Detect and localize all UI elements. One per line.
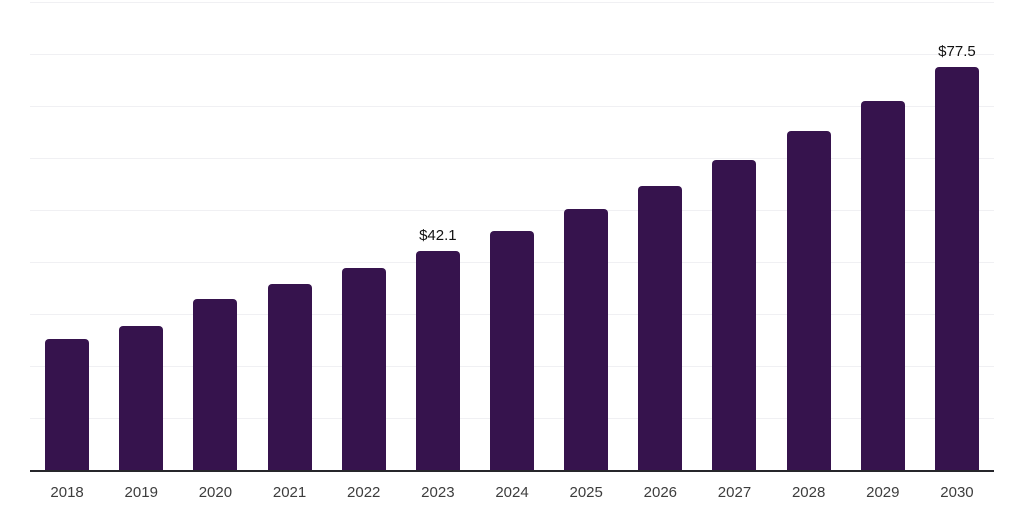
x-tick-label-2020: 2020 [198,484,233,501]
bar-2021 [267,284,312,470]
x-tick-label-2021: 2021 [272,484,307,501]
x-tick-label-2019: 2019 [124,484,158,501]
bar-2025 [564,209,609,470]
bar-2019 [119,325,164,470]
x-tick-label-2024: 2024 [495,484,529,501]
bar-2030 [934,67,979,470]
bar-slot-2025 [549,2,623,470]
bar-slot-2029 [846,2,920,470]
bar-2027 [712,159,757,470]
bar-slot-2020 [178,2,252,470]
bar-2026 [638,185,683,470]
data-label-2023: $42.1 [419,227,457,245]
bar-2029 [860,100,905,470]
gridline-80 [30,54,994,55]
x-axis-line [30,470,994,472]
bar-2028 [786,131,831,470]
x-tick-label-2025: 2025 [569,484,603,501]
bar-2023 [415,251,460,470]
bar-slot-2027 [697,2,771,470]
bar-slot-2023: $42.1 [401,2,475,470]
x-axis-tick-labels: 2018 2019 2020 2021 2022 2023 2024 2025 2026 2027… [30,485,994,500]
bar-slot-2026 [623,2,697,470]
bar-slot-2021 [252,2,326,470]
gridline-90 [30,2,994,3]
x-tick-label-2030: 2030 [940,484,974,501]
gridline-70 [30,106,994,107]
gridline-50 [30,210,994,211]
x-tick-label-2029: 2029 [866,484,900,501]
bars-layer: $42.1 $77.5 [30,2,994,470]
bar-2020 [193,299,238,470]
bar-slot-2018 [30,2,104,470]
bar-slot-2024 [475,2,549,470]
x-tick-label-2028: 2028 [791,484,826,501]
bar-2018 [45,339,90,470]
x-tick-label-2026: 2026 [643,484,678,501]
data-label-2030: $77.5 [938,43,976,60]
bar-2024 [490,231,535,470]
bar-slot-2019 [104,2,178,470]
gridline-60 [30,158,994,159]
x-tick-label-2023: 2023 [421,484,455,501]
bar-slot-2022 [327,2,401,470]
bar-slot-2028 [772,2,846,470]
x-tick-label-2022: 2022 [347,484,381,501]
plot-area: $42.1 $77.5 [30,2,994,470]
bar-slot-2030: $77.5 [920,2,994,470]
x-tick-label-2027: 2027 [717,484,752,501]
bar-2022 [341,268,386,470]
x-tick-label-2018: 2018 [50,484,84,501]
